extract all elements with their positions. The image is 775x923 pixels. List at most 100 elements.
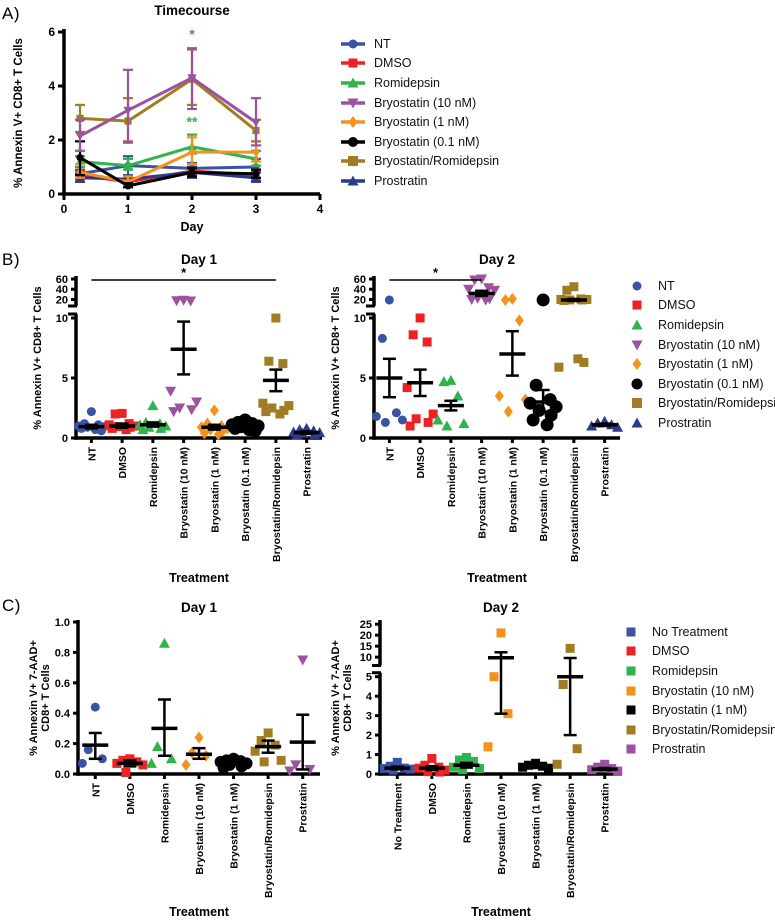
svg-text:0.2: 0.2 [55,739,70,751]
svg-text:DMSO: DMSO [427,783,439,815]
svg-text:Bryostatin (10 nM): Bryostatin (10 nM) [477,447,489,539]
panel-c-day2-chart: 0 1 2 3 4 5 10 15 20 25 No Treatment DMSO Romidepsin… [328,596,638,923]
square-marker-icon [626,627,636,637]
svg-text:1: 1 [366,750,372,762]
svg-text:Bryostatin (10 nM): Bryostatin (10 nM) [179,447,191,539]
svg-text:0.0: 0.0 [55,769,70,781]
square-marker-icon [341,156,365,167]
legend-label: DMSO [374,56,412,71]
legend-label: Bryostatin (0.1 nM) [374,134,480,149]
legend-label: Bryostatin (10 nM) [374,95,477,110]
square-marker-icon [632,300,642,310]
legend-label: Bryostatin (10 nM) [658,337,761,352]
legend-label: Bryostatin (0.1 nM) [658,376,764,391]
legend-item-bryostatin-10-nm-: Bryostatin (10 nM) [340,93,499,113]
legend-item-dmso: DMSO [618,642,775,662]
legend-item-romidepsin: Romidepsin [340,73,499,93]
svg-text:4: 4 [317,202,324,216]
legend-label: Bryostatin/Romidepsin [652,722,775,737]
svg-text:DMSO: DMSO [415,447,427,479]
legend-item-bryostatin-0-1-nm-: Bryostatin (0.1 nM) [340,132,499,152]
svg-text:*: * [181,265,187,280]
legend-label: Bryostatin/Romidepsin [374,154,500,169]
square-marker-icon [626,725,636,735]
svg-text:DMSO: DMSO [117,447,129,479]
square-marker-icon [632,398,642,409]
svg-text:% Annexin V+ CD8+ T Cells: % Annexin V+ CD8+ T Cells [330,286,342,429]
svg-text:Treatment: Treatment [467,571,528,585]
legend-label: NT [374,36,391,51]
svg-text:40: 40 [354,284,366,296]
diamond-marker-icon [341,116,365,129]
legend-item-nt: NT [624,276,775,296]
svg-text:Day 1: Day 1 [181,600,218,615]
svg-text:Day 2: Day 2 [479,252,515,267]
svg-text:Bryostatin/Romidepsin: Bryostatin/Romidepsin [263,783,275,898]
legend-label: Bryostatin/Romidepsin [658,396,775,411]
svg-text:*: * [433,265,439,280]
circle-marker-icon [631,378,643,390]
svg-text:CD8+ T Cells: CD8+ T Cells [342,664,354,732]
panel-c-legend: No Treatment DMSO Romidepsin Bryostatin (10… [618,622,775,759]
svg-text:Bryostatin (0.1 nM): Bryostatin (0.1 nM) [538,447,550,542]
svg-text:25: 25 [360,619,372,631]
svg-text:Bryostatin/Romidepsin: Bryostatin/Romidepsin [271,447,283,562]
svg-text:Bryostatin/Romidepsin: Bryostatin/Romidepsin [565,783,577,898]
triangle-down-marker-icon [341,98,365,109]
legend-label: Bryostatin (10 nM) [652,683,755,698]
svg-text:Bryostatin (1 nM): Bryostatin (1 nM) [229,783,241,869]
svg-text:% Annexin V+ 7-AAD+: % Annexin V+ 7-AAD+ [28,640,40,756]
svg-text:0: 0 [366,769,372,781]
svg-text:2: 2 [366,730,372,742]
legend-label: Prostratin [652,742,706,757]
svg-text:Bryostatin (1 nM): Bryostatin (1 nM) [531,783,543,869]
square-marker-icon [626,666,636,676]
svg-text:Romidepsin: Romidepsin [148,447,160,507]
svg-text:Treatment: Treatment [169,571,230,585]
svg-text:Treatment: Treatment [471,905,532,919]
legend-item-prostratin: Prostratin [624,413,775,433]
svg-text:*: * [189,26,195,42]
chart-svg: 0.0 0.2 0.4 0.6 0.8 1.0 NT DMSO Romidepsin Bryost… [28,600,320,919]
square-marker-icon [626,646,636,656]
legend-item-romidepsin: Romidepsin [624,315,775,335]
svg-text:0.8: 0.8 [55,647,70,659]
legend-item-bryostatin-0-1-nm-: Bryostatin (0.1 nM) [624,374,775,394]
legend-label: Bryostatin (1 nM) [652,703,748,718]
legend-item-bryostatin-1-nm-: Bryostatin (1 nM) [624,354,775,374]
svg-text:Day 2: Day 2 [483,600,519,615]
square-marker-icon [626,686,636,696]
legend-item-nt: NT [340,34,499,54]
square-marker-icon [341,58,365,68]
legend-label: DMSO [658,298,696,313]
legend-item-bryostatin-1-nm-: Bryostatin (1 nM) [618,700,775,720]
square-marker-icon [626,705,636,715]
legend-item-bryostatin-1-nm-: Bryostatin (1 nM) [340,112,499,132]
svg-text:% Annexin V+ 7-AAD+: % Annexin V+ 7-AAD+ [330,640,342,756]
svg-text:Bryostatin (1 nM): Bryostatin (1 nM) [209,447,221,533]
svg-text:CD8+ T Cells: CD8+ T Cells [40,664,52,732]
timecourse-chart: 0 1 2 3 4 0 2 4 6 * ** Timecourse Day% Annexin V+ CD… [6,0,342,239]
svg-text:Treatment: Treatment [169,905,230,919]
legend-label: Bryostatin (1 nM) [374,115,470,130]
svg-text:NT: NT [90,782,102,797]
svg-text:20: 20 [360,630,372,642]
circle-marker-icon [341,39,365,49]
svg-text:5: 5 [366,672,372,684]
square-marker-icon [626,744,636,754]
svg-text:% Annexin V+ CD8+ T Cells: % Annexin V+ CD8+ T Cells [32,286,44,429]
svg-text:6: 6 [48,25,55,39]
svg-text:2: 2 [48,133,55,147]
triangle-up-marker-icon [341,175,365,186]
svg-text:0: 0 [62,433,68,445]
svg-text:% Annexin V+ CD8+ T Cells: % Annexin V+ CD8+ T Cells [13,38,25,188]
svg-text:Day: Day [181,220,204,234]
svg-text:Bryostatin/Romidepsin: Bryostatin/Romidepsin [569,447,581,562]
triangle-up-marker-icon [631,417,643,428]
svg-text:10: 10 [360,652,372,664]
svg-text:**: ** [187,114,198,130]
svg-text:0: 0 [61,202,68,216]
